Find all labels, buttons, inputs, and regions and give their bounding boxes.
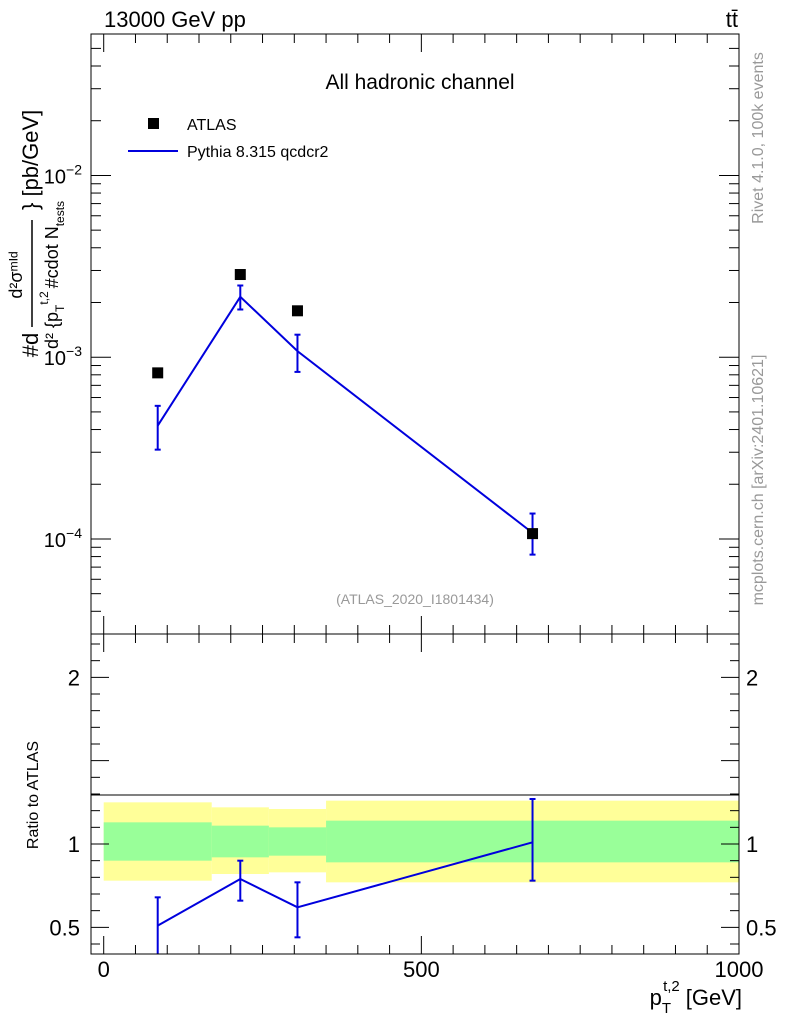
ratio-y-tick-label-left: 1	[68, 832, 80, 857]
ratio-series	[154, 798, 536, 954]
xlabel-main: p	[650, 985, 662, 1010]
main-y-tick-label: 10−3	[44, 343, 82, 370]
atlas-point	[527, 528, 539, 540]
atlas-point	[234, 269, 246, 281]
ratio-band-green	[268, 827, 327, 856]
ratio-y-tick-label-right: 1	[746, 832, 758, 857]
ylabel-prefix: #d	[18, 333, 43, 357]
x-axis-label: pTt,2 [GeV]	[650, 978, 742, 1017]
ylabel-den-rest-sub: tests	[53, 201, 67, 226]
main-y-axis-label: #d d²σᵐᴵᵈ d² {pTt,2 #cdot Ntests } [pb/Ge…	[6, 110, 67, 358]
watermark: (ATLAS_2020_I1801434)	[336, 591, 494, 607]
xlabel-sup: t,2	[663, 978, 680, 995]
ratio-y-tick-label-right: 0.5	[746, 915, 777, 940]
ylabel-den-main: d² {p	[42, 312, 62, 349]
main-axis-ticks	[91, 33, 740, 635]
ylabel-denominator: d² {pTt,2 #cdot Ntests	[37, 201, 67, 349]
ratio-axis-ticks	[91, 634, 740, 954]
plot-title: All hadronic channel	[325, 71, 514, 94]
ratio-x-tick-label: 1000	[715, 957, 764, 982]
atlas-point	[152, 367, 164, 379]
xlabel-unit: [GeV]	[686, 985, 742, 1010]
ylabel-suffix: } [pb/GeV]	[18, 110, 43, 210]
ratio-x-tick-label: 0	[98, 957, 110, 982]
ratio-y-tick-label-left: 0.5	[49, 915, 80, 940]
ratio-band-green	[211, 825, 269, 858]
legend-atlas-marker	[148, 118, 159, 129]
ylabel-den-sup: t,2	[37, 291, 51, 305]
ratio-x-tick-labels: 0 500 1000	[98, 957, 764, 982]
xlabel-sub: T	[662, 1000, 671, 1017]
main-y-tick-label: 10−4	[44, 525, 82, 552]
ylabel-den-sub: T	[53, 304, 67, 312]
atlas-point	[291, 305, 303, 317]
ratio-plot: 0.5 0.5 1 1 2 2 0 500 1000	[49, 633, 777, 982]
main-series	[152, 269, 539, 556]
main-y-tick-labels: 10−2 10−3 10−4	[44, 161, 82, 552]
ratio-y-tick-label-right: 2	[746, 665, 758, 690]
mcplots-label: mcplots.cern.ch [arXiv:2401.10621]	[750, 355, 767, 606]
legend: ATLAS Pythia 8.315 qcdcr2	[128, 117, 329, 161]
main-y-tick-label: 10−2	[44, 161, 82, 188]
rivet-label: Rivet 4.1.0, 100k events	[750, 52, 767, 224]
ylabel-numerator: d²σᵐᴵᵈ	[6, 251, 26, 298]
ratio-y-tick-label-left: 2	[68, 665, 80, 690]
ratio-uncertainty-bands	[103, 800, 739, 883]
ylabel-den-rest: #cdot N	[42, 226, 62, 288]
main-plot: 10−2 10−3 10−4 All hadronic channel (ATLAS…	[44, 33, 740, 635]
pythia-line	[156, 295, 534, 534]
ratio-band-green	[103, 822, 212, 861]
ratio-x-tick-label: 500	[403, 957, 440, 982]
header-left: 13000 GeV pp	[104, 7, 246, 32]
legend-pythia-label: Pythia 8.315 qcdcr2	[187, 144, 329, 161]
ratio-line	[157, 841, 533, 927]
ratio-y-tick-labels: 0.5 0.5 1 1 2 2	[49, 665, 776, 940]
header-right: tt̄	[726, 7, 738, 32]
ratio-plot-frame	[90, 633, 740, 955]
legend-atlas-label: ATLAS	[187, 117, 237, 134]
ratio-y-axis-label: Ratio to ATLAS	[25, 741, 42, 849]
